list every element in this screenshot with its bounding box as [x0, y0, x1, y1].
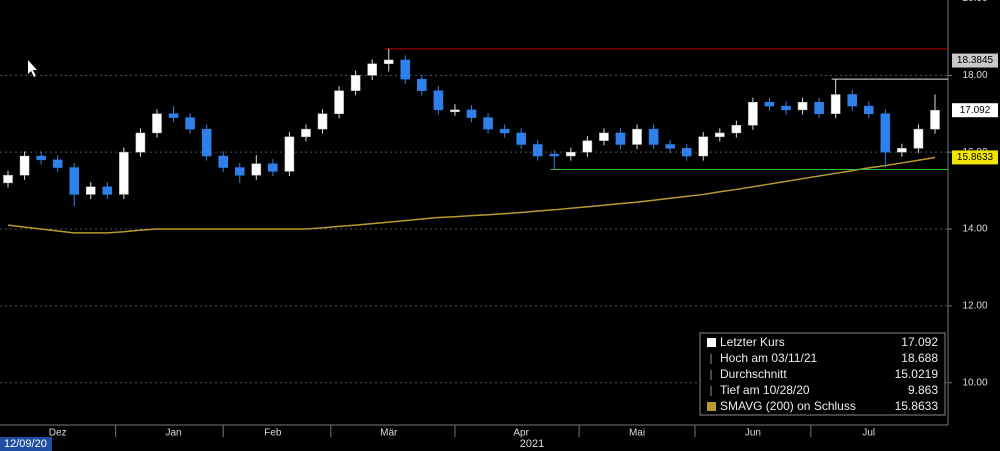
- candle-body: [417, 78, 427, 91]
- legend-value: 18.688: [901, 351, 938, 365]
- year-label: 2021: [520, 438, 544, 450]
- legend-marker: [707, 402, 716, 411]
- candle-body: [615, 132, 626, 145]
- candle-body: [152, 113, 162, 134]
- candle-body: [317, 113, 328, 130]
- candle-body: [185, 117, 195, 130]
- candle-body: [284, 136, 295, 172]
- legend-name: SMAVG (200) on Schluss: [720, 399, 856, 413]
- candle-body: [268, 163, 278, 172]
- price-tag: [952, 103, 998, 118]
- x-tick-label: Feb: [264, 428, 282, 439]
- candle-body: [748, 101, 758, 126]
- candle-body: [880, 113, 891, 153]
- candle-body: [119, 151, 129, 195]
- candle-body: [69, 167, 80, 195]
- x-tick-label: Jun: [745, 428, 761, 439]
- x-tick-label: Jan: [165, 428, 181, 439]
- sma-line: [7, 156, 936, 234]
- candle-body: [433, 90, 444, 111]
- x-tick-label: Apr: [513, 428, 529, 439]
- candle-body: [367, 63, 377, 76]
- legend-value: 15.8633: [895, 399, 939, 413]
- candle-body: [715, 132, 725, 138]
- x-tick-label: Jul: [862, 428, 875, 439]
- candle-body: [234, 167, 245, 176]
- legend-name: Tief am 10/28/20: [720, 383, 810, 397]
- candle-body: [400, 59, 411, 80]
- legend-name: Durchschnitt: [720, 367, 787, 381]
- legend-name: Hoch am 03/11/21: [720, 351, 817, 365]
- candle-body: [251, 163, 262, 176]
- candle-body: [450, 109, 460, 113]
- y-tick-label: 14.00: [962, 224, 987, 235]
- y-tick-label: 18.00: [962, 70, 987, 81]
- y-tick-label: 12.00: [962, 301, 987, 312]
- candle-body: [85, 186, 96, 195]
- x-tick-label: Mär: [380, 428, 398, 439]
- candle-body: [52, 159, 63, 168]
- x-tick-label: Mai: [629, 428, 645, 439]
- candle-body: [665, 144, 675, 149]
- candle-body: [632, 128, 642, 145]
- candle-body: [582, 140, 593, 153]
- candle-body: [549, 153, 560, 157]
- candle-body: [731, 125, 742, 134]
- y-tick-label: 10.00: [962, 377, 987, 388]
- candle-body: [3, 174, 13, 184]
- legend-value: 17.092: [901, 335, 938, 349]
- start-date: 12/09/20: [4, 438, 47, 450]
- candle-body: [301, 128, 311, 138]
- candle-body: [532, 144, 543, 157]
- candle-body: [830, 94, 841, 114]
- candle-body: [483, 117, 493, 130]
- candle-body: [698, 136, 709, 157]
- candle-body: [516, 132, 526, 145]
- price-tag-label: 17.092: [960, 105, 991, 116]
- candle-body: [466, 109, 477, 118]
- legend-box: [699, 332, 946, 416]
- candle-body: [19, 155, 30, 176]
- legend-value: 9.863: [908, 383, 938, 397]
- candle-body: [201, 128, 212, 157]
- legend-value: 15.0219: [895, 367, 939, 381]
- candle-body: [334, 90, 344, 114]
- y-tick-label: 20.00: [962, 0, 987, 4]
- candle-body: [566, 151, 576, 157]
- candle-body: [781, 105, 791, 111]
- candle-body: [218, 155, 228, 168]
- candle-body: [847, 94, 858, 107]
- candle-body: [863, 105, 874, 114]
- x-tick-label: Dez: [49, 428, 67, 439]
- legend: Letzter Kurs 17.092 Hoch am 03/11/21 18.688…: [699, 332, 946, 416]
- price-tag-label: 18.3845: [957, 55, 994, 66]
- candle-body: [648, 128, 659, 145]
- legend-marker: [707, 338, 716, 347]
- candle-body: [797, 101, 808, 111]
- candle-body: [897, 148, 907, 153]
- start-date-bg: [0, 437, 52, 451]
- candle-body: [135, 132, 146, 153]
- candle-body: [168, 113, 179, 118]
- candle-body: [814, 101, 824, 114]
- candle-body: [681, 148, 692, 157]
- candle-body: [102, 186, 113, 195]
- price-tag: [952, 53, 998, 68]
- candle-body: [930, 109, 940, 130]
- candle-body: [913, 128, 924, 149]
- candle-body: [764, 101, 775, 107]
- candle-body: [383, 59, 394, 65]
- candle-body: [36, 155, 46, 161]
- candle-body: [350, 75, 361, 91]
- price-tag: [952, 150, 998, 165]
- price-tag-label: 15.8633: [957, 152, 994, 163]
- cursor: [28, 60, 37, 77]
- candle-body: [499, 128, 510, 134]
- legend-name: Letzter Kurs: [720, 335, 785, 349]
- candle-body: [599, 132, 609, 141]
